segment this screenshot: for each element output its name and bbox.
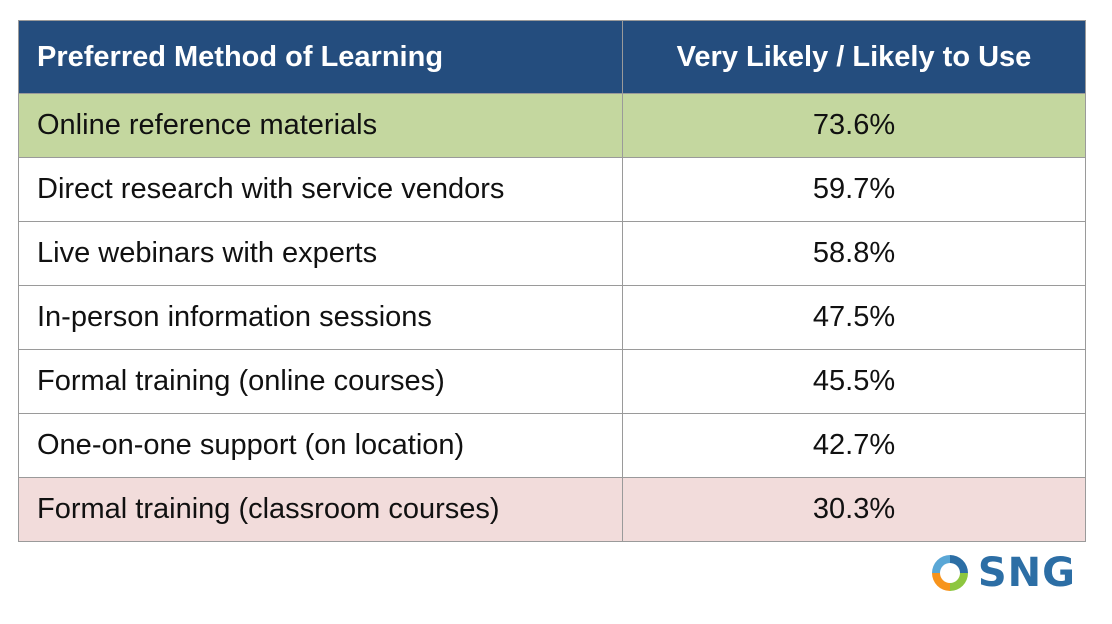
likelihood-value-cell: 73.6%: [622, 93, 1086, 158]
table-row: Online reference materials 73.6%: [18, 93, 1086, 158]
method-cell: Formal training (online courses): [18, 349, 623, 414]
sng-logo: SNG: [928, 550, 1076, 596]
column-header-likelihood: Very Likely / Likely to Use: [622, 20, 1086, 94]
method-cell: Online reference materials: [18, 93, 623, 158]
likelihood-value-cell: 42.7%: [622, 413, 1086, 478]
table-row: Direct research with service vendors 59.7…: [18, 157, 1086, 222]
method-cell: Formal training (classroom courses): [18, 477, 623, 542]
method-cell: One-on-one support (on location): [18, 413, 623, 478]
likelihood-value-cell: 45.5%: [622, 349, 1086, 414]
logo-text: SNG: [977, 550, 1076, 596]
method-cell: Live webinars with experts: [18, 221, 623, 286]
learning-methods-table: Preferred Method of Learning Very Likely…: [18, 20, 1086, 542]
likelihood-value-cell: 47.5%: [622, 285, 1086, 350]
table-header-row: Preferred Method of Learning Very Likely…: [18, 20, 1086, 94]
sng-logo-icon: [931, 555, 968, 591]
likelihood-value-cell: 58.8%: [622, 221, 1086, 286]
table-body: Online reference materials 73.6% Direct re…: [18, 93, 1086, 542]
table-row: In-person information sessions 47.5%: [18, 285, 1086, 350]
table-row: Live webinars with experts 58.8%: [18, 221, 1086, 286]
method-cell: Direct research with service vendors: [18, 157, 623, 222]
table-row: Formal training (online courses) 45.5%: [18, 349, 1086, 414]
likelihood-value-cell: 30.3%: [622, 477, 1086, 542]
table-row: One-on-one support (on location) 42.7%: [18, 413, 1086, 478]
likelihood-value-cell: 59.7%: [622, 157, 1086, 222]
table-row: Formal training (classroom courses) 30.3%: [18, 477, 1086, 542]
column-header-method: Preferred Method of Learning: [18, 20, 623, 94]
method-cell: In-person information sessions: [18, 285, 623, 350]
learning-methods-table-container: Preferred Method of Learning Very Likely…: [18, 20, 1086, 542]
